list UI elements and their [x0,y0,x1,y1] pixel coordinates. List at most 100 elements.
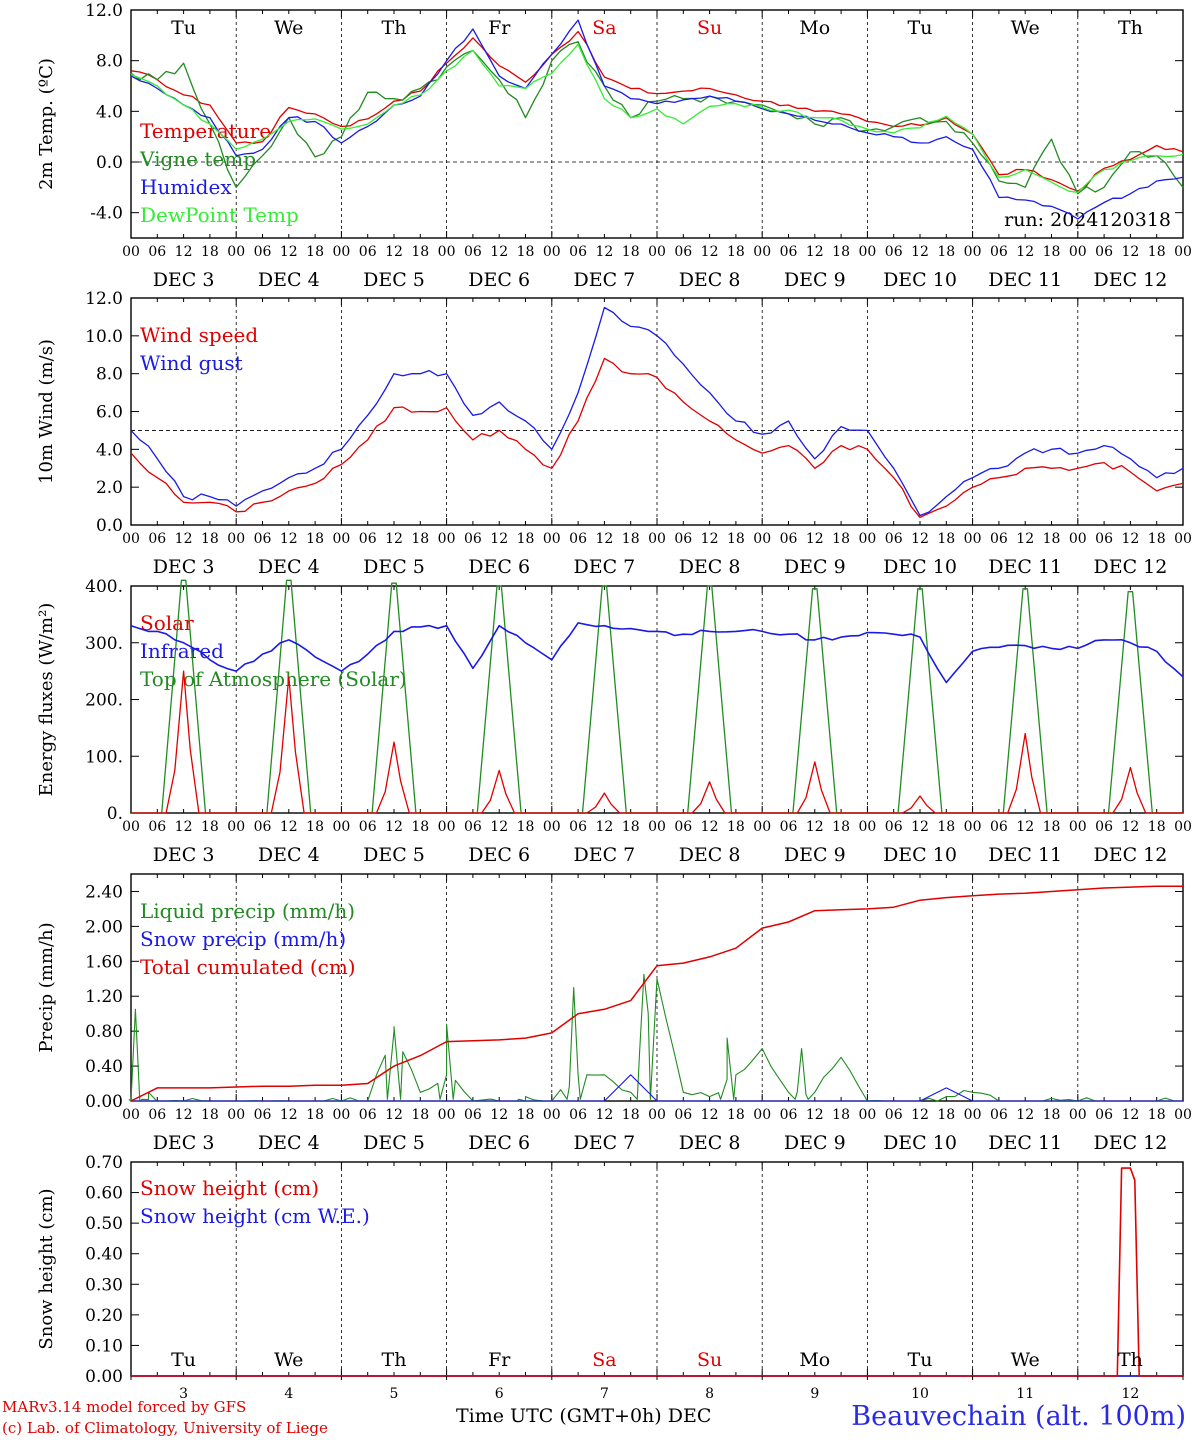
solar-line [131,670,1183,814]
hour-label: 00 [438,1107,456,1123]
bottom-day-number: 7 [600,1386,609,1402]
hour-label: 00 [438,531,456,547]
y-tick-label: 300. [85,634,123,654]
y-tick-label: 6.0 [96,403,123,423]
hour-label: 06 [990,1107,1008,1123]
hour-label: 06 [148,1107,166,1123]
hour-label: 12 [490,531,508,547]
hour-label: 06 [1095,244,1113,260]
day-name: We [274,17,303,39]
hour-label: 18 [306,244,324,260]
hour-label: 06 [359,819,377,835]
date-label: DEC 9 [784,556,846,578]
y-tick-label: 400. [85,577,123,597]
day-name: Mo [799,17,830,39]
hour-label: 00 [227,244,245,260]
hour-label: 12 [1016,1107,1034,1123]
date-label: DEC 7 [574,844,636,866]
hour-label: 18 [1043,819,1061,835]
hour-label: 12 [175,531,193,547]
panel-2: 12.0 10.0 8.0 6.0 4.0 2.0 0.0 10m Wind (m/s) 00 0… [36,289,1192,578]
date-label: DEC 8 [679,844,741,866]
hour-label: 06 [1095,1107,1113,1123]
hour-label: 00 [648,819,666,835]
hour-label: 12 [1121,819,1139,835]
hour-label: 00 [122,1107,140,1123]
hour-label: 12 [490,244,508,260]
bottom-day-name: Th [1118,1349,1143,1371]
date-label: DEC 11 [988,844,1062,866]
hour-label: 06 [148,531,166,547]
date-label: DEC 11 [988,556,1062,578]
date-label: DEC 3 [153,1132,215,1154]
hour-label: 00 [858,1107,876,1123]
hour-label: 06 [254,1107,272,1123]
legend-entry: Liquid precip (mm/h) [140,899,355,923]
hour-label: 18 [832,244,850,260]
hour-label: 06 [359,531,377,547]
hour-label: 00 [122,244,140,260]
y-tick-label: 2.00 [85,917,123,937]
date-label: DEC 12 [1093,844,1167,866]
temp-series-1 [130,30,1184,192]
legend-entry: Snow precip (mm/h) [140,927,346,951]
y-tick-label: 1.20 [85,987,123,1007]
hour-label: 18 [832,819,850,835]
date-label: DEC 3 [153,269,215,291]
hour-label: 18 [517,531,535,547]
hour-label: 12 [385,1107,403,1123]
hour-label: 12 [280,819,298,835]
hour-label: 00 [858,531,876,547]
hour-label: 06 [780,244,798,260]
y-axis-label: Precip (mm/h) [36,922,57,1052]
hour-label: 06 [1095,819,1113,835]
hour-label: 18 [411,531,429,547]
date-label: DEC 9 [784,844,846,866]
day-name: We [1011,17,1040,39]
date-label: DEC 8 [679,269,741,291]
hour-label: 18 [411,819,429,835]
hour-label: 06 [990,244,1008,260]
hour-label: 00 [753,244,771,260]
hour-label: 12 [911,244,929,260]
hour-label: 18 [937,1107,955,1123]
hour-label: 00 [964,819,982,835]
date-label: DEC 12 [1093,1132,1167,1154]
hour-label: 18 [937,244,955,260]
hour-label: 00 [1069,531,1087,547]
date-label: DEC 4 [258,844,320,866]
y-tick-label: 8.0 [96,52,123,72]
hour-label: 18 [727,244,745,260]
y-tick-label: 4.0 [96,102,123,122]
hour-label: 00 [438,819,456,835]
y-tick-label: 0.80 [85,1022,123,1042]
day-name: Th [1118,17,1143,39]
hour-label: 00 [332,244,350,260]
hour-label: 06 [148,819,166,835]
hour-label: 18 [306,1107,324,1123]
date-label: DEC 3 [153,844,215,866]
hour-label: 18 [1148,1107,1166,1123]
infrared-line [130,622,1184,684]
hour-label: 00 [1069,819,1087,835]
hour-label: 18 [622,244,640,260]
hour-label: 00 [648,244,666,260]
hour-label: 12 [385,244,403,260]
hour-label: 18 [1043,244,1061,260]
hour-label: 00 [1069,244,1087,260]
hour-label: 06 [780,1107,798,1123]
wind-series-1 [130,357,1184,519]
hour-label: 12 [175,819,193,835]
hour-label: 06 [254,819,272,835]
hour-label: 12 [280,531,298,547]
hour-label: 12 [280,244,298,260]
hour-label: 18 [622,531,640,547]
y-tick-label: 12.0 [85,289,123,309]
legend-entry: Humidex [140,175,232,199]
total-cumulated-line [130,885,1183,1102]
hour-label: 00 [227,1107,245,1123]
hour-label: 06 [359,1107,377,1123]
hour-label: 12 [595,531,613,547]
y-tick-label: 0.00 [85,1092,123,1112]
wind-series-2 [130,306,1184,517]
